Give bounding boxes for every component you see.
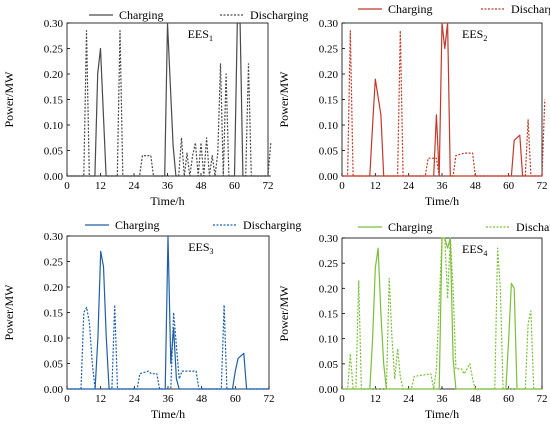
y-tick-label: 0.10: [319, 120, 339, 132]
x-tick-label: 72: [264, 393, 275, 405]
x-tick-label: 72: [537, 180, 548, 192]
y-tick-label: 0.20: [44, 69, 64, 81]
y-tick-label: 0.00: [44, 384, 64, 396]
ees-label-subscript: 4: [483, 249, 487, 258]
y-tick-label: 0.10: [44, 120, 64, 132]
x-tick-label: 24: [403, 393, 415, 405]
legend-label-discharging: Discharging: [511, 2, 550, 16]
x-tick-label: 48: [470, 180, 482, 192]
legend-label-discharging: Discharging: [243, 218, 301, 232]
x-tick-label: 24: [129, 393, 141, 405]
x-axis-label: Time/h: [425, 407, 459, 421]
ees-panel-4: 0.00 0.05 0.10 0.15 0.20 0.25 0.30 0 12 24 36 48 60 7…: [277, 233, 548, 421]
x-tick-label: 60: [230, 393, 242, 405]
x-tick-label: 24: [403, 180, 415, 192]
series-charging: [342, 237, 542, 390]
y-tick-label: 0.30: [319, 233, 339, 245]
y-tick-label: 0.05: [44, 359, 64, 371]
x-tick-label: 72: [263, 180, 274, 192]
x-tick-label: 0: [64, 393, 70, 405]
x-tick-label: 48: [196, 180, 208, 192]
x-tick-label: 72: [537, 393, 548, 405]
y-tick-label: 0.30: [319, 18, 339, 30]
ees-label-subscript: 2: [483, 34, 487, 43]
y-tick-label: 0.10: [44, 333, 64, 345]
y-tick-label: 0.15: [319, 309, 339, 321]
x-tick-label: 48: [470, 393, 482, 405]
y-tick-label: 0.25: [319, 44, 339, 56]
y-tick-label: 0.00: [319, 171, 339, 183]
data-lines: [67, 235, 269, 390]
y-tick-label: 0.25: [319, 258, 339, 270]
x-tick-label: 0: [64, 180, 70, 192]
legend-label-discharging: Discharging: [516, 220, 550, 234]
x-tick-label: 12: [95, 180, 106, 192]
y-tick-label: 0.00: [44, 171, 64, 183]
legend-label-charging: Charging: [115, 218, 159, 232]
x-tick-label: 12: [370, 180, 381, 192]
series-charging: [67, 235, 269, 390]
y-tick-label: 0.25: [44, 257, 64, 269]
series-discharging: [67, 304, 269, 390]
data-lines: [67, 22, 272, 177]
y-tick-label: 0.15: [319, 95, 339, 107]
x-tick-label: 12: [95, 393, 106, 405]
x-tick-label: 36: [163, 393, 175, 405]
x-tick-label: 0: [339, 180, 345, 192]
ees-panel-1: 0.00 0.05 0.10 0.15 0.20 0.25 0.30 0 12 24 36 48 60 7…: [2, 18, 274, 208]
y-tick-label: 0.30: [44, 18, 64, 30]
x-tick-label: 36: [437, 393, 449, 405]
y-tick-label: 0.15: [44, 308, 64, 320]
x-tick-label: 60: [229, 180, 241, 192]
ees-panel-3: 0.00 0.05 0.10 0.15 0.20 0.25 0.30 0 12 24 36 48 60 7…: [2, 231, 275, 421]
y-tick-label: 0.00: [319, 384, 339, 396]
ees-label: EES3: [188, 240, 213, 256]
ees-label-subscript: 1: [209, 34, 213, 43]
ees-label: EES2: [462, 27, 487, 43]
series-charging: [67, 22, 271, 177]
legend-label-discharging: Discharging: [250, 8, 308, 22]
x-axis-label: Time/h: [425, 194, 459, 208]
y-axis-label: Power/MW: [2, 284, 16, 341]
y-axis-label: Power/MW: [2, 71, 16, 128]
y-tick-label: 0.20: [319, 283, 339, 295]
x-tick-label: 48: [196, 393, 208, 405]
y-tick-label: 0.15: [44, 95, 64, 107]
legend-label-charging: Charging: [388, 220, 432, 234]
x-tick-label: 24: [129, 180, 141, 192]
legend-label-charging: Charging: [388, 2, 432, 16]
ees-label-subscript: 3: [210, 247, 214, 256]
series-discharging: [67, 30, 272, 177]
y-axis-label: Power/MW: [277, 285, 291, 342]
y-tick-label: 0.20: [44, 282, 64, 294]
data-lines: [342, 22, 546, 177]
x-axis-label: Time/h: [151, 407, 185, 421]
ees-label: EES1: [188, 27, 213, 43]
y-axis-label: Power/MW: [277, 71, 291, 128]
series-charging: [342, 22, 542, 177]
ees-label: EES4: [462, 242, 487, 258]
y-tick-label: 0.05: [44, 146, 64, 158]
data-lines: [342, 237, 542, 390]
x-tick-label: 0: [339, 393, 345, 405]
series-discharging: [342, 30, 546, 177]
x-tick-label: 36: [437, 180, 449, 192]
y-tick-label: 0.05: [319, 146, 339, 158]
y-tick-label: 0.10: [319, 334, 339, 346]
legend-label-charging: Charging: [119, 8, 163, 22]
x-tick-label: 60: [503, 393, 515, 405]
y-tick-label: 0.05: [319, 359, 339, 371]
x-tick-label: 12: [370, 393, 381, 405]
y-tick-label: 0.30: [44, 231, 64, 243]
series-discharging: [342, 237, 542, 390]
y-tick-label: 0.25: [44, 44, 64, 56]
x-tick-label: 36: [162, 180, 174, 192]
y-tick-label: 0.20: [319, 69, 339, 81]
x-axis-label: Time/h: [150, 194, 184, 208]
x-tick-label: 60: [503, 180, 515, 192]
ees-panel-2: 0.00 0.05 0.10 0.15 0.20 0.25 0.30 0 12 24 36 48 60 7…: [277, 18, 548, 208]
